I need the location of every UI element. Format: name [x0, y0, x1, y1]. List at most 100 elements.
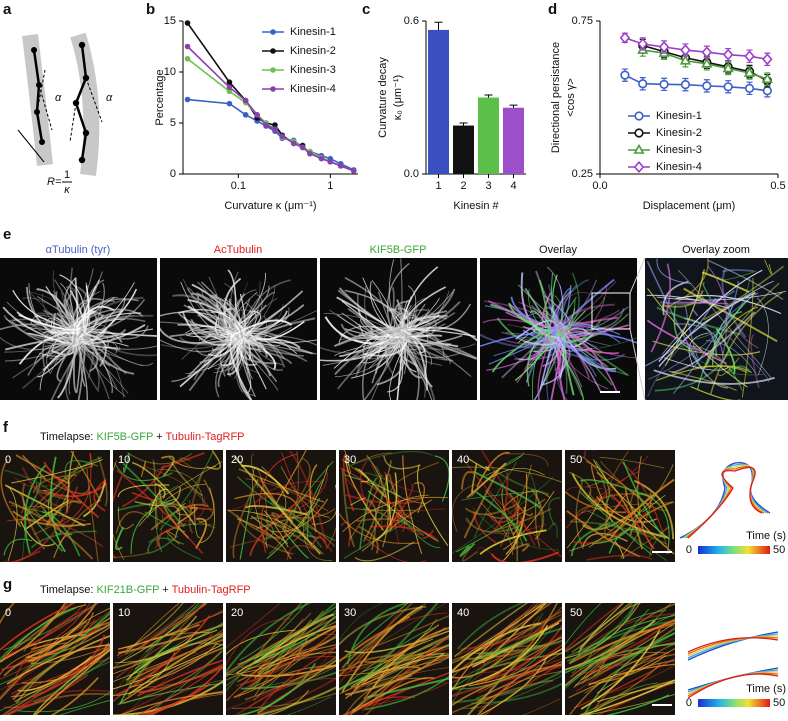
- filament: [34, 648, 110, 715]
- filament: [245, 478, 329, 512]
- micrograph: [645, 258, 788, 400]
- filament: [257, 659, 336, 714]
- data-point: [680, 44, 691, 57]
- chart: 0 5 10 15 0.1 1 Curvature κ (μm⁻¹) Percentage Ki…: [154, 15, 358, 212]
- filament: [86, 297, 126, 344]
- legend-marker: [634, 111, 644, 121]
- filament: [569, 652, 658, 715]
- filament: [656, 290, 787, 301]
- filament: [484, 489, 524, 546]
- filament: [334, 337, 404, 376]
- filament: [322, 342, 389, 366]
- filament: [671, 311, 756, 374]
- bar: [428, 29, 449, 174]
- timelapse-title: Timelapse: KIF5B-GFP + Tubulin-TagRFP: [40, 431, 245, 443]
- filament: [647, 288, 748, 388]
- filament: [226, 629, 296, 656]
- filament: [138, 603, 207, 651]
- filament: [764, 259, 772, 275]
- filament: [361, 654, 449, 682]
- filament: [256, 644, 336, 708]
- filament: [388, 512, 400, 529]
- panel-letter: b: [146, 1, 155, 18]
- filament: [342, 453, 355, 512]
- filament: [270, 498, 329, 533]
- filament: [53, 533, 73, 558]
- filament: [129, 642, 218, 688]
- legend-marker: [270, 86, 276, 92]
- filament: [0, 615, 101, 691]
- title-part: +: [159, 584, 171, 596]
- data-point: [723, 82, 733, 92]
- filament: [75, 344, 81, 393]
- filament: [211, 341, 240, 351]
- filament: [388, 473, 412, 519]
- filament: [68, 337, 82, 395]
- legend-marker: [270, 29, 276, 35]
- data-point: [350, 168, 357, 174]
- filament: [674, 338, 765, 376]
- filament: [27, 290, 70, 343]
- filament: [97, 456, 108, 507]
- filament: [341, 684, 401, 715]
- filament: [472, 627, 562, 663]
- filament: [565, 641, 635, 690]
- filament: [226, 603, 281, 649]
- filament: [526, 327, 552, 387]
- chart: 0.25 0.75 0.0 0.5 Displacement (μm) Direction…: [550, 15, 786, 212]
- data-point: [184, 43, 191, 50]
- filament: [72, 328, 154, 346]
- filament: [239, 293, 246, 330]
- filament: [661, 324, 688, 355]
- filament: [452, 615, 540, 697]
- filament: [233, 281, 249, 344]
- filament: [572, 511, 648, 544]
- filament: [179, 457, 192, 468]
- filament: [23, 603, 69, 652]
- filament: [144, 466, 214, 516]
- filament: [585, 609, 667, 665]
- filament: [550, 335, 565, 379]
- filament: [369, 500, 377, 551]
- filament: [622, 461, 666, 540]
- filament: [280, 472, 328, 516]
- colorbar-max: 50: [773, 544, 785, 556]
- x-tick-label: 4: [510, 180, 516, 192]
- filament: [31, 607, 110, 664]
- filament: [5, 692, 110, 715]
- x-tick-label: 0.1: [231, 180, 246, 192]
- trace: [687, 466, 763, 539]
- filament: [113, 632, 223, 670]
- filament: [229, 319, 293, 338]
- filament: [648, 525, 669, 558]
- filament: [620, 491, 652, 559]
- filament: [244, 656, 336, 701]
- filament: [27, 337, 84, 376]
- filament: [339, 603, 407, 685]
- filament: [32, 474, 77, 494]
- panel-letter: d: [548, 1, 557, 18]
- filament: [10, 655, 92, 698]
- filament: [15, 635, 110, 704]
- data-point: [327, 158, 334, 165]
- panel-letter: f: [3, 419, 9, 436]
- legend-label: Kinesin-1: [656, 110, 702, 122]
- filament: [555, 312, 566, 345]
- filament: [595, 664, 675, 698]
- filament: [572, 625, 675, 674]
- filament: [119, 647, 223, 704]
- filament: [185, 326, 230, 345]
- filament: [502, 490, 551, 509]
- filament: [470, 660, 562, 710]
- filament: [354, 541, 415, 562]
- filament: [593, 622, 675, 676]
- filament: [726, 292, 759, 318]
- colorbar-min: 0: [686, 697, 692, 709]
- x-tick-label: 2: [460, 180, 466, 192]
- filament: [452, 618, 562, 674]
- data-point: [620, 70, 630, 80]
- filament: [574, 626, 675, 687]
- filament: [240, 328, 258, 366]
- filament: [161, 455, 175, 477]
- legend-marker: [270, 67, 276, 73]
